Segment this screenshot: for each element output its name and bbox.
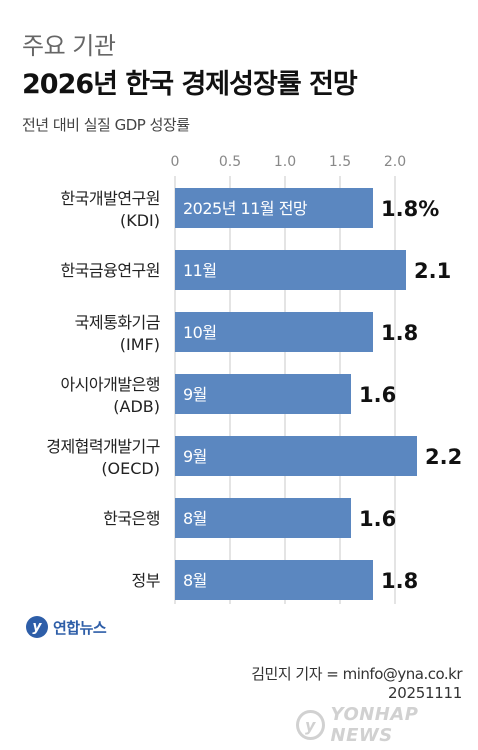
x-tick-label: 1.5 [329, 154, 351, 170]
category-label: 정부 [132, 571, 160, 590]
yonhap-logo-text: 연합뉴스 [53, 618, 107, 637]
yonhap-logo-icon: y [26, 616, 48, 638]
bar-value-label: 1.6 [359, 507, 396, 531]
bar-inner-label: 8월 [183, 509, 207, 528]
bar-value-label: 2.1 [414, 259, 451, 283]
x-tick-label: 2.0 [384, 154, 406, 170]
bar-inner-label: 2025년 11월 전망 [183, 199, 308, 218]
x-tick-label: 1.0 [274, 154, 296, 170]
chart-kicker: 주요 기관 [22, 32, 116, 60]
publish-date: 20251111 [388, 684, 462, 702]
chart-subtitle: 전년 대비 실질 GDP 성장률 [22, 116, 190, 134]
watermark-text: YONHAP NEWS [330, 704, 419, 746]
bar-inner-label: 10월 [183, 323, 217, 342]
bar [175, 560, 373, 600]
bar-inner-label: 11월 [183, 261, 217, 280]
x-tick-label: 0 [171, 154, 180, 170]
category-label: 한국은행 [103, 509, 160, 528]
category-label: 아시아개발은행 [60, 375, 160, 394]
bar-value-label: 1.8% [381, 197, 439, 221]
bar-chart: 0 0.5 1.0 1.5 2.0 2025년 11월 전망 1.8% 한국개발연구원 (KDI… [46, 154, 462, 604]
category-sublabel: (IMF) [120, 335, 160, 354]
bar [175, 188, 373, 228]
category-label: 한국개발연구원 [60, 189, 160, 208]
reporter-credit: 김민지 기자 = minfo@yna.co.kr [251, 665, 462, 683]
bar [175, 374, 351, 414]
category-sublabel: (ADB) [113, 397, 160, 416]
bar [175, 436, 417, 476]
bar-value-label: 2.2 [425, 445, 462, 469]
bar-value-label: 1.8 [381, 321, 418, 345]
watermark-logo-icon: y [296, 710, 325, 740]
bar-value-label: 1.8 [381, 569, 418, 593]
bar-inner-label: 8월 [183, 571, 207, 590]
bar-value-label: 1.6 [359, 383, 396, 407]
bar [175, 250, 406, 290]
x-tick-label: 0.5 [219, 154, 241, 170]
category-label: 국제통화기금 [75, 313, 160, 332]
category-label: 한국금융연구원 [60, 261, 160, 280]
chart-title: 2026년 한국 경제성장률 전망 [22, 69, 358, 100]
bar-inner-label: 9월 [183, 447, 207, 466]
yonhap-watermark: y YONHAP NEWS [296, 704, 478, 746]
bar-inner-label: 9월 [183, 385, 207, 404]
category-label: 경제협력개발기구 [46, 437, 160, 456]
bar [175, 312, 373, 352]
yonhap-logo: y 연합뉴스 [26, 616, 107, 638]
category-sublabel: (KDI) [120, 211, 160, 230]
category-sublabel: (OECD) [101, 459, 160, 478]
bar [175, 498, 351, 538]
